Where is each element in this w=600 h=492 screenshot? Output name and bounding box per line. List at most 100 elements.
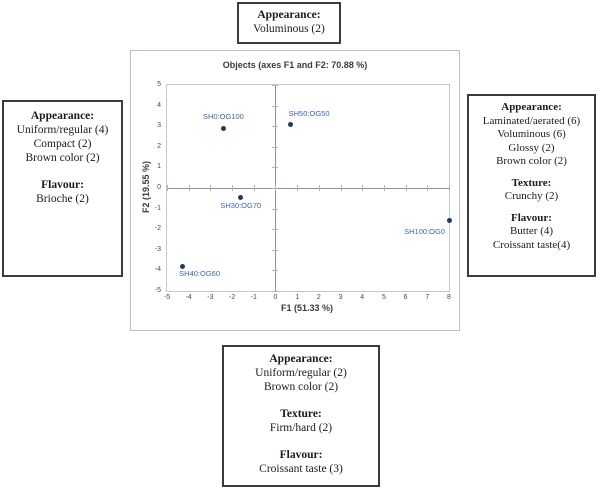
x-axis-tick-label: 7: [425, 294, 430, 301]
y-axis-tick: [272, 146, 279, 148]
annotation-item: Butter (4): [509, 225, 554, 237]
annotation-item: Crunchy (2): [504, 190, 559, 202]
y-axis-tick: [272, 270, 279, 272]
x-axis-tick-label: 5: [381, 294, 386, 301]
plot-area: -5 -4 -3 -2 -1 0 1 2 3 4 5 6 7 8 5 4 3 2 1 0 -1 -2 -3 -4 -5 SH0:O…: [155, 81, 452, 301]
annotation-section-header: Appearance:: [257, 9, 321, 21]
y-axis-tick: [272, 188, 279, 189]
y-axis-title: F2 (19.55 %): [141, 160, 151, 214]
y-axis-tick: [272, 291, 279, 292]
y-axis-tick-label: -2: [154, 225, 161, 233]
annotation-section-header: Flavour:: [511, 211, 552, 224]
annotation-section: Flavour: Butter (4) Croissant taste(4): [469, 212, 594, 253]
annotation-item: Uniform/regular (2): [255, 367, 347, 379]
annotation-item: Uniform/regular (4): [16, 124, 109, 136]
x-axis-tick-label: -4: [185, 294, 192, 301]
annotation-box-bottom: Appearance: Uniform/regular (2) Brown colo…: [222, 345, 380, 487]
x-axis-tick-label: -3: [207, 294, 214, 301]
x-axis-tick: [210, 185, 212, 191]
chart-title: Objects (axes F1 and F2: 70.88 %): [222, 60, 368, 70]
x-axis-tick-label: 4: [360, 294, 365, 301]
annotation-item: Croissant taste(4): [492, 238, 571, 251]
x-axis-tick: [340, 185, 342, 191]
x-axis-tick: [297, 185, 299, 191]
annotation-item: Firm/hard (2): [269, 422, 333, 434]
annotation-section-header: Appearance:: [501, 101, 562, 113]
x-axis-tick: [362, 185, 364, 191]
data-point-label: SH40:OG60: [179, 269, 221, 279]
x-axis-tick: [449, 185, 450, 191]
annotation-item: Brown color (2): [263, 381, 339, 393]
annotation-section: Texture: Firm/hard (2): [224, 407, 378, 435]
annotation-section: Appearance: Voluminous (2): [239, 8, 339, 36]
x-axis-tick: [232, 185, 234, 191]
annotation-section: Appearance: Uniform/regular (2) Brown colo…: [224, 352, 378, 394]
annotation-section-header: Appearance:: [269, 353, 333, 365]
y-axis-tick-label: -3: [154, 245, 161, 253]
y-axis-tick-label: -1: [154, 204, 161, 212]
annotation-item: Voluminous (2): [253, 23, 325, 35]
data-point-label: SH0:OG100: [202, 112, 244, 122]
annotation-box-left: Appearance: Uniform/regular (4) Compact (2…: [2, 100, 123, 277]
x-axis-tick: [188, 185, 190, 191]
x-zero-axis-line: [167, 188, 449, 189]
x-axis-tick-label: -5: [163, 294, 171, 301]
x-axis-tick: [427, 185, 429, 191]
x-axis-tick-label: 0: [273, 294, 278, 301]
y-axis-tick-label: 2: [157, 142, 161, 150]
annotation-item: Laminated/aerated (6): [482, 114, 581, 127]
y-axis-tick-label: 4: [157, 101, 161, 109]
y-axis-tick: [272, 208, 279, 210]
y-axis-tick: [272, 229, 279, 231]
annotation-section-header: Flavour:: [41, 179, 84, 191]
annotation-section-header: Flavour:: [279, 449, 323, 461]
annotation-section: Appearance: Laminated/aerated (6) Volumino…: [469, 101, 594, 169]
annotation-item: Brown color (2): [496, 155, 567, 167]
data-point-label: SH100:OG0: [404, 226, 445, 236]
y-axis-tick-label: 3: [157, 122, 161, 130]
x-axis-tick: [405, 185, 407, 191]
annotation-item: Compact (2): [33, 138, 92, 150]
annotation-item: Glossy (2): [508, 141, 555, 154]
annotation-section-header: Texture:: [511, 176, 552, 189]
y-axis-tick-label: -5: [154, 287, 161, 294]
y-axis-tick-label: 5: [157, 81, 161, 88]
annotation-section-header: Texture:: [280, 408, 322, 420]
annotation-item: Brown color (2): [25, 152, 100, 164]
annotation-section-header: Appearance:: [30, 110, 95, 122]
y-axis-tick: [272, 249, 279, 251]
x-axis-tick-label: 8: [447, 294, 451, 301]
x-axis-tick: [318, 185, 320, 191]
annotation-section: Flavour: Croissant taste (3): [224, 448, 378, 476]
annotation-box-right: Appearance: Laminated/aerated (6) Volumino…: [467, 94, 596, 277]
x-axis-tick-label: -1: [250, 294, 257, 301]
y-axis-tick: [272, 105, 279, 107]
data-point: [238, 194, 244, 200]
annotation-item: Brioche (2): [36, 193, 89, 205]
annotation-item: Voluminous (6): [497, 128, 566, 140]
x-axis-tick: [167, 185, 168, 191]
annotation-section: Appearance: Uniform/regular (4) Compact (2…: [4, 109, 121, 165]
data-point: [446, 218, 452, 224]
y-axis-tick-label: -4: [154, 266, 161, 274]
y-axis-tick: [272, 126, 279, 128]
y-axis-tick-label: 0: [157, 184, 161, 191]
data-point-label: SH50:OG50: [288, 109, 330, 119]
data-point-label: SH30:OG70: [220, 201, 262, 211]
x-axis-tick: [383, 185, 385, 191]
x-axis-tick-label: 2: [316, 294, 321, 301]
data-point: [288, 121, 294, 127]
x-axis-tick-label: 6: [403, 294, 408, 301]
x-axis-title: F1 (51.33 %): [280, 303, 334, 313]
annotation-item: Croissant taste (3): [259, 463, 343, 475]
x-axis-tick-label: 3: [338, 294, 343, 301]
annotation-section: Flavour: Brioche (2): [4, 178, 121, 206]
y-axis-tick-label: 1: [157, 163, 161, 171]
data-point: [179, 263, 185, 269]
y-axis-tick: [272, 85, 279, 86]
x-axis-tick-label: -2: [228, 294, 236, 301]
y-axis-tick: [272, 167, 279, 169]
annotation-box-top: Appearance: Voluminous (2): [237, 2, 341, 44]
x-axis-tick-label: 1: [295, 294, 300, 301]
